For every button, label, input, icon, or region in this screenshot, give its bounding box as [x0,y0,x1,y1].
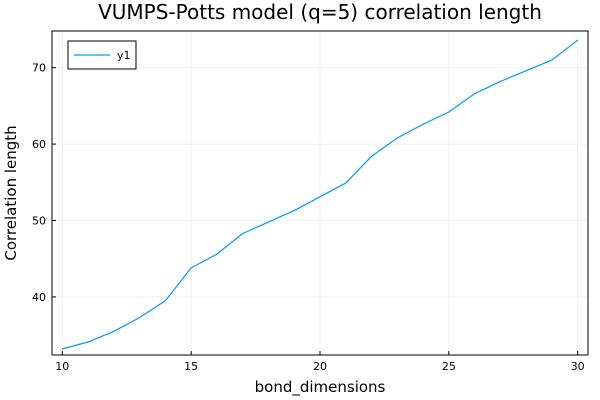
y-axis-label: Correlation length [2,125,20,260]
series-layer [61,39,579,350]
x-tick-label: 30 [571,360,585,373]
data-point [525,70,527,72]
data-point [216,253,218,255]
x-axis-label: bond_dimensions [255,378,386,397]
axis-ticks: 10 15 20 25 30 40 50 60 70 [32,62,585,373]
data-point [113,330,115,332]
x-tick-label: 20 [313,360,327,373]
data-point [319,196,321,198]
data-point [190,267,192,269]
legend-label-y1: y1 [117,49,131,62]
x-tick-label: 10 [55,360,69,373]
y-tick-label: 50 [32,215,46,228]
data-point [499,80,501,83]
data-point [267,221,270,223]
y-tick-label: 70 [32,62,46,75]
data-point [448,111,450,113]
chart-title: VUMPS-Potts model (q=5) correlation leng… [98,0,542,24]
data-point [577,39,579,41]
data-point [164,300,166,302]
data-point [61,348,63,350]
legend: y1 [67,40,137,70]
data-point [474,93,476,95]
data-point [396,137,398,139]
y-tick-label: 60 [32,138,46,151]
data-point [87,341,89,343]
data-point [345,182,347,184]
y-tick-label: 40 [32,291,46,304]
x-tick-label: 15 [184,360,198,373]
data-point [422,123,424,125]
data-point [370,155,373,157]
data-point [139,316,141,319]
grid [52,31,588,355]
data-point [551,59,553,61]
data-point [293,209,295,212]
x-tick-label: 25 [442,360,456,373]
data-point [242,232,244,235]
